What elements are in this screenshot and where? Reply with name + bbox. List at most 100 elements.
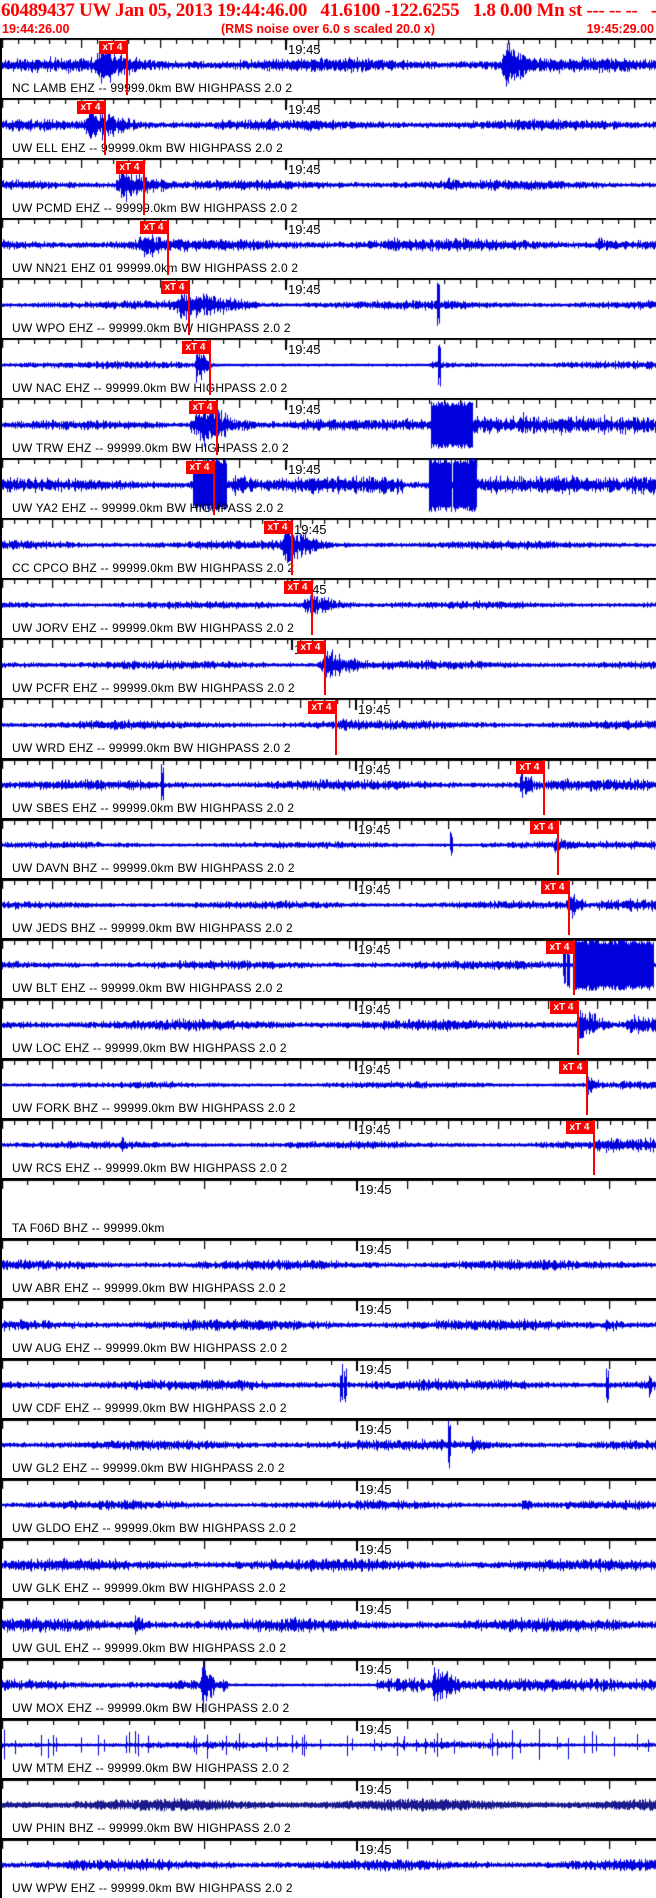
pick-marker-line[interactable] (188, 280, 190, 335)
time-tick-label: 19:45 (288, 402, 321, 417)
pick-marker[interactable]: xT 4 (546, 941, 573, 954)
pick-marker[interactable]: xT 4 (116, 161, 143, 174)
time-tick-label: 19:45 (288, 222, 321, 237)
station-label: UW JORV EHZ -- 99999.0km BW HIGHPASS 2.0… (12, 621, 295, 635)
waveform-canvas[interactable] (2, 998, 656, 1058)
waveform-canvas[interactable] (2, 218, 656, 278)
time-tick-label: 19:45 (359, 1362, 392, 1377)
pick-marker-line[interactable] (335, 700, 337, 755)
trace-list: 19:45 NC LAMB EHZ -- 99999.0km BW HIGHPAS… (0, 38, 656, 1898)
trace-row: 19:45 CC CPCO BHZ -- 99999.0km BW HIGHPAS… (2, 518, 656, 578)
pick-marker[interactable]: xT 4 (530, 821, 557, 834)
waveform-canvas[interactable] (2, 1478, 656, 1538)
trace-row: 19:45 UW DAVN BHZ -- 99999.0km BW HIGHPAS… (2, 818, 656, 878)
waveform-canvas[interactable] (2, 98, 656, 158)
waveform-canvas[interactable] (2, 1658, 656, 1718)
waveform-canvas[interactable] (2, 578, 656, 638)
waveform-canvas[interactable] (2, 1178, 656, 1238)
pick-marker[interactable]: xT 4 (566, 1121, 593, 1134)
pick-marker[interactable]: xT 4 (140, 221, 167, 234)
pick-marker-line[interactable] (573, 940, 575, 995)
pick-marker[interactable]: xT 4 (308, 701, 335, 714)
trace-row: 19:45 UW GLDO EHZ -- 99999.0km BW HIGHPAS… (2, 1478, 656, 1538)
pick-marker[interactable]: xT 4 (186, 461, 213, 474)
pick-marker-line[interactable] (557, 820, 559, 875)
pick-marker-line[interactable] (104, 100, 106, 155)
pick-marker-line[interactable] (216, 400, 218, 455)
waveform-canvas[interactable] (2, 1778, 656, 1838)
window-time-line: 19:44:26.00 (RMS noise over 6.0 s scaled… (1, 22, 655, 37)
waveform-canvas[interactable] (2, 398, 656, 458)
trace-row: 19:45 UW MOX EHZ -- 99999.0km BW HIGHPASS… (2, 1658, 656, 1718)
pick-marker-line[interactable] (586, 1060, 588, 1115)
pick-marker-line[interactable] (213, 460, 215, 515)
pick-marker-line[interactable] (291, 520, 293, 575)
station-label: UW AUG EHZ -- 99999.0km BW HIGHPASS 2.0 … (12, 1341, 288, 1355)
pick-marker[interactable]: xT 4 (161, 281, 188, 294)
pick-marker[interactable]: xT 4 (189, 401, 216, 414)
station-label: UW PCMD EHZ -- 99999.0km BW HIGHPASS 2.0… (12, 201, 298, 215)
trace-row: 19:45 UW ABR EHZ -- 99999.0km BW HIGHPASS… (2, 1238, 656, 1298)
trace-row: 19:45 UW PCMD EHZ -- 99999.0km BW HIGHPAS… (2, 158, 656, 218)
pick-marker[interactable]: xT 4 (99, 41, 126, 54)
station-label: UW FORK BHZ -- 99999.0km BW HIGHPASS 2.0… (12, 1101, 296, 1115)
pick-marker-line[interactable] (593, 1120, 595, 1175)
station-label: UW LOC EHZ -- 99999.0km BW HIGHPASS 2.0 … (12, 1041, 287, 1055)
trace-row: 19:45 NC LAMB EHZ -- 99999.0km BW HIGHPAS… (2, 38, 656, 98)
pick-marker[interactable]: xT 4 (182, 341, 209, 354)
time-tick-label: 19:45 (359, 1422, 392, 1437)
pick-marker-line[interactable] (324, 640, 326, 695)
waveform-canvas[interactable] (2, 1838, 656, 1898)
time-tick-label: 19:45 (358, 942, 391, 957)
time-tick-label: 19:45 (358, 1122, 391, 1137)
time-tick-label: 19:45 (359, 1662, 392, 1677)
time-tick-label: 19:45 (359, 1182, 392, 1197)
waveform-canvas[interactable] (2, 1058, 656, 1118)
pick-marker-line[interactable] (209, 340, 211, 395)
waveform-canvas[interactable] (2, 1298, 656, 1358)
waveform-canvas[interactable] (2, 1598, 656, 1658)
waveform-canvas[interactable] (2, 278, 656, 338)
waveform-canvas[interactable] (2, 1538, 656, 1598)
trace-row: 19:45 TA F06D BHZ -- 99999.0km (2, 1178, 656, 1238)
station-label: CC CPCO BHZ -- 99999.0km BW HIGHPASS 2.0… (12, 561, 295, 575)
pick-marker[interactable]: xT 4 (550, 1001, 577, 1014)
waveform-canvas[interactable] (2, 1418, 656, 1478)
waveform-canvas[interactable] (2, 1358, 656, 1418)
pick-marker-line[interactable] (543, 760, 545, 815)
trace-row: 19:45 UW WPW EHZ -- 99999.0km BW HIGHPASS… (2, 1838, 656, 1898)
pick-marker-line[interactable] (311, 580, 313, 635)
pick-marker[interactable]: xT 4 (516, 761, 543, 774)
time-tick-label: 19:45 (359, 1722, 392, 1737)
pick-marker[interactable]: xT 4 (264, 521, 291, 534)
pick-marker-line[interactable] (577, 1000, 579, 1055)
time-tick-label: 19:45 (359, 1482, 392, 1497)
pick-marker[interactable]: xT 4 (559, 1061, 586, 1074)
pick-marker-line[interactable] (126, 40, 128, 95)
pick-marker[interactable]: xT 4 (297, 641, 324, 654)
pick-marker-line[interactable] (568, 880, 570, 935)
time-tick-label: 19:45 (359, 1242, 392, 1257)
window-end-time: 19:45:29.00 (586, 22, 654, 36)
waveform-canvas[interactable] (2, 1238, 656, 1298)
waveform-canvas[interactable] (2, 158, 656, 218)
time-tick-label: 19:45 (358, 1062, 391, 1077)
waveform-canvas[interactable] (2, 1118, 656, 1178)
time-tick-label: 19:45 (358, 702, 391, 717)
pick-marker[interactable]: xT 4 (541, 881, 568, 894)
pick-marker[interactable]: xT 4 (77, 101, 104, 114)
event-summary-line: 60489437 UW Jan 05, 2013 19:44:46.00 41.… (1, 0, 656, 21)
waveform-canvas[interactable] (2, 338, 656, 398)
pick-marker-line[interactable] (143, 160, 145, 215)
pick-marker[interactable]: xT 4 (284, 581, 311, 594)
waveform-canvas[interactable] (2, 638, 656, 698)
waveform-canvas[interactable] (2, 758, 656, 818)
pick-marker-line[interactable] (167, 220, 169, 275)
waveform-canvas[interactable] (2, 518, 656, 578)
time-tick-label: 19:45 (288, 462, 321, 477)
waveform-canvas[interactable] (2, 1718, 656, 1778)
trace-row: 19:45 UW YA2 EHZ -- 99999.0km BW HIGHPASS… (2, 458, 656, 518)
waveform-canvas[interactable] (2, 458, 656, 518)
